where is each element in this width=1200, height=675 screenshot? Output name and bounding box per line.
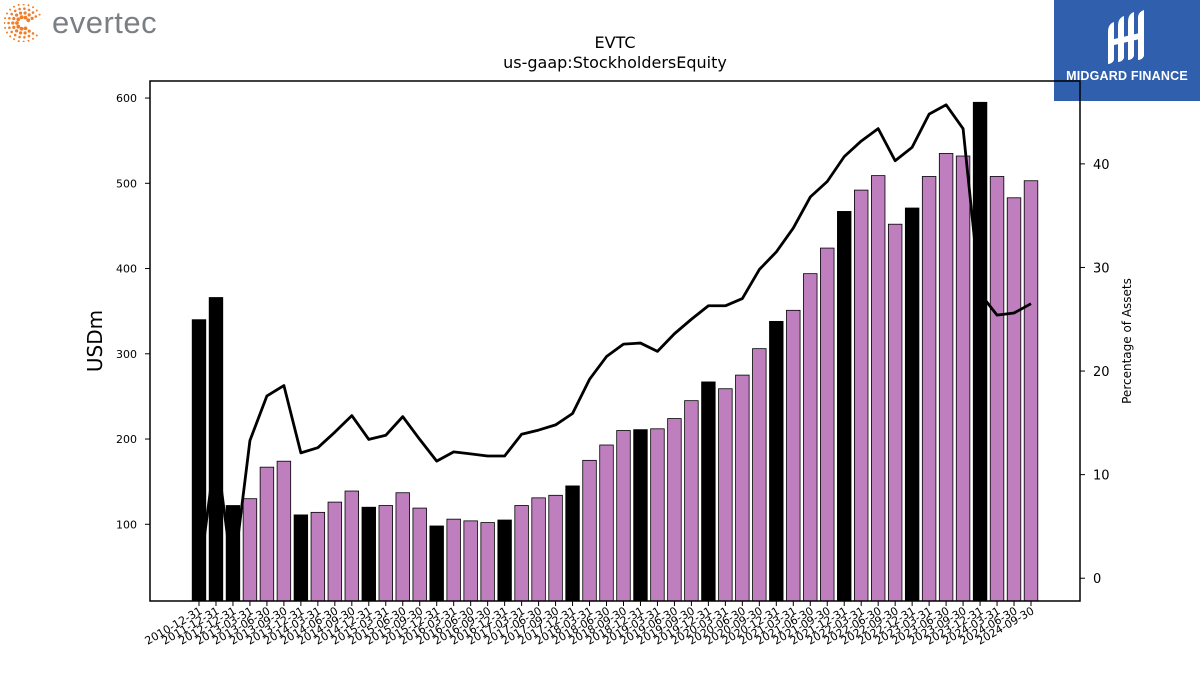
bar-2024-06-30 [1006, 197, 1022, 602]
bar-2013-09-30 [276, 460, 292, 602]
bar-2020-09-30 [752, 348, 767, 602]
bar-2010-12-31 [191, 319, 207, 602]
bar-2014-03-31 [310, 511, 326, 602]
bar-2021-06-30 [803, 273, 818, 602]
bar-2022-12-31 [904, 207, 920, 602]
evertec-logo: evertec [4, 4, 157, 42]
y-tick-label: 500 [116, 177, 137, 190]
bar-2016-03-31 [446, 518, 461, 602]
bar-2017-06-30 [531, 497, 546, 602]
plot-area-frame [149, 80, 1081, 602]
chart-subtitle: us-gaap:StockholdersEquity [503, 53, 727, 72]
bar-2012-12-31 [225, 505, 241, 602]
bar-2023-06-30 [938, 153, 954, 602]
bar-2015-06-30 [395, 492, 410, 602]
y-axis-label: USDm [83, 310, 107, 372]
bar-2021-03-31 [786, 309, 801, 602]
bar-2019-12-31 [701, 381, 716, 602]
midgard-finance-logo: MIDGARD FINANCE [1054, 0, 1200, 101]
y-tick-label: 200 [116, 433, 137, 446]
bar-2013-06-30 [259, 466, 275, 602]
y2-axis: 0 10 20 30 40 [1080, 158, 1110, 587]
y-tick-label: 400 [116, 263, 137, 276]
y2-tick-label: 40 [1093, 158, 1110, 173]
bar-2018-09-30 [616, 430, 631, 602]
y-tick-label: 600 [116, 92, 137, 105]
evertec-wordmark: evertec [52, 5, 158, 40]
bar-2023-09-30 [955, 155, 971, 602]
bar-2016-09-30 [480, 522, 495, 602]
bar-2021-09-30 [820, 247, 835, 602]
x-axis: 2010-12-312011-12-312012-12-312013-03-31… [143, 601, 1037, 648]
bar-2015-12-31 [429, 525, 444, 602]
bar-2021-12-31 [837, 211, 852, 602]
bar-2015-03-31 [378, 505, 393, 602]
bar-2023-12-31 [972, 101, 988, 602]
bar-2018-03-31 [582, 459, 597, 602]
bar-2013-12-31 [293, 514, 309, 602]
bar-2014-09-30 [344, 490, 359, 602]
y-tick-label: 100 [116, 518, 137, 531]
bar-2020-12-31 [769, 320, 784, 602]
chart-title: EVTC [594, 33, 635, 52]
bar-2017-12-31 [565, 485, 580, 602]
bar-2016-12-31 [497, 519, 512, 602]
evertec-sunburst-icon [4, 4, 41, 42]
bar-2015-09-30 [412, 507, 427, 602]
bar-2014-06-30 [327, 501, 343, 602]
bar-2023-03-31 [921, 176, 937, 602]
bar-2017-03-31 [514, 505, 529, 602]
bar-2019-09-30 [684, 400, 699, 602]
y2-tick-label: 10 [1093, 469, 1110, 484]
y-axis: 100 200 300 400 500 600 [116, 92, 150, 531]
y-tick-label: 300 [116, 348, 137, 361]
bar-2013-03-31 [242, 498, 258, 602]
bar-series [191, 101, 1039, 602]
bar-2022-06-30 [870, 175, 886, 602]
y2-tick-label: 30 [1093, 261, 1110, 276]
bar-2017-09-30 [548, 494, 563, 602]
y2-tick-label: 20 [1093, 365, 1110, 380]
bar-2024-03-31 [989, 176, 1005, 602]
bar-2020-03-31 [718, 388, 733, 602]
y2-axis-label: Percentage of Assets [1120, 278, 1134, 404]
midgard-finance-name: MIDGARD FINANCE [1066, 69, 1188, 83]
bar-2024-09-30 [1023, 180, 1039, 602]
bar-2022-03-31 [854, 189, 869, 602]
bar-2018-12-31 [633, 429, 648, 602]
y2-tick-label: 0 [1093, 572, 1101, 587]
bar-2020-06-30 [735, 374, 750, 602]
bar-2018-06-30 [599, 444, 614, 602]
bar-2016-06-30 [463, 520, 478, 602]
midgard-m-icon [1108, 10, 1144, 64]
bar-2022-09-30 [887, 223, 903, 602]
percentage-of-assets-line [197, 103, 1032, 580]
bar-2014-12-31 [361, 506, 376, 602]
bar-2019-06-30 [667, 418, 682, 602]
bar-2019-03-31 [650, 428, 665, 602]
